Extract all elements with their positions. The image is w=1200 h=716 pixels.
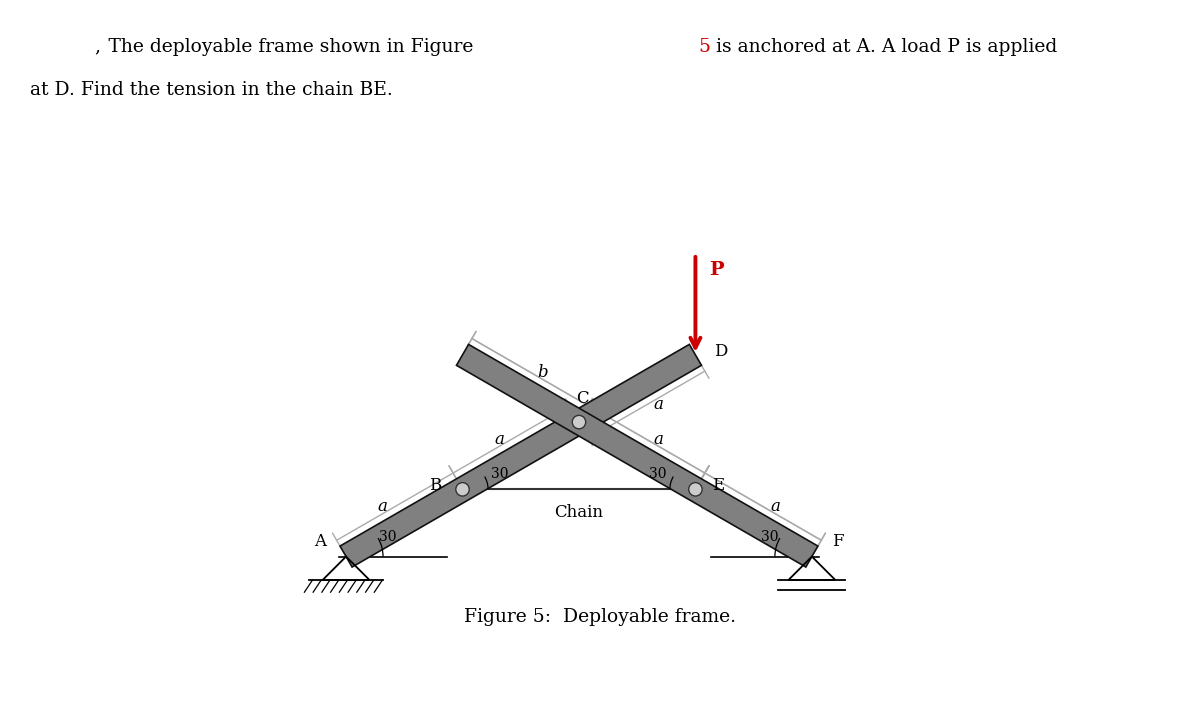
Text: a: a <box>378 498 388 515</box>
Text: at D. Find the tension in the chain BE.: at D. Find the tension in the chain BE. <box>30 81 392 99</box>
Text: B: B <box>428 478 442 495</box>
Text: 30: 30 <box>649 468 667 481</box>
Text: D: D <box>714 343 727 360</box>
Text: is anchored at A. A load P is applied: is anchored at A. A load P is applied <box>710 38 1057 56</box>
Text: 30: 30 <box>761 531 779 544</box>
Circle shape <box>689 483 702 496</box>
Text: A: A <box>314 533 326 550</box>
Text: 30: 30 <box>491 468 509 481</box>
Text: a: a <box>770 498 780 515</box>
Text: P: P <box>709 261 724 279</box>
Polygon shape <box>340 344 702 567</box>
Text: 5: 5 <box>698 38 710 56</box>
Text: C: C <box>576 390 589 407</box>
Polygon shape <box>456 344 818 567</box>
Text: a: a <box>494 431 504 448</box>
Text: a: a <box>654 396 664 413</box>
Text: b: b <box>536 364 547 381</box>
Text: a: a <box>654 431 664 448</box>
Text: ,  The deployable frame shown in Figure: , The deployable frame shown in Figure <box>95 38 479 56</box>
Text: E: E <box>713 478 725 495</box>
Text: F: F <box>832 533 844 550</box>
Text: Figure 5:  Deployable frame.: Figure 5: Deployable frame. <box>464 608 736 626</box>
Circle shape <box>572 415 586 429</box>
Circle shape <box>456 483 469 496</box>
Text: 30: 30 <box>379 531 397 544</box>
Text: Chain: Chain <box>554 504 604 521</box>
